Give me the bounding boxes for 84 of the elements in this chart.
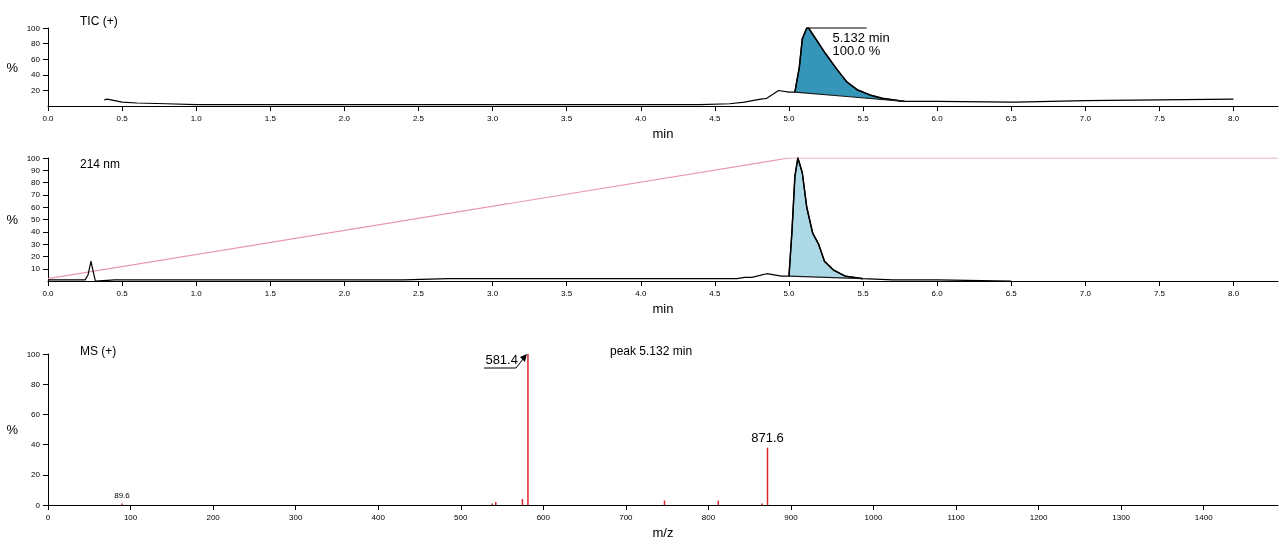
x-tick-label: 5.0: [783, 113, 796, 123]
x-tick-label: 0.5: [116, 113, 129, 123]
x-tick-label: 1200: [1029, 512, 1049, 522]
y-tick-label: 50: [31, 215, 41, 225]
y-tick-label: 80: [31, 178, 41, 188]
x-axis-title: min: [652, 301, 674, 316]
y-tick-label: 20: [31, 85, 41, 95]
x-tick-label: 2.5: [412, 113, 425, 123]
x-tick-label: 5.0: [783, 288, 796, 298]
x-tick-label: 4.5: [709, 113, 721, 123]
y-tick-label: 20: [31, 470, 41, 480]
y-tick-label: 60: [31, 202, 41, 212]
x-tick-label: 0.5: [116, 288, 129, 298]
y-tick-label: 30: [31, 239, 41, 249]
x-tick-label: 700: [619, 512, 634, 522]
x-tick-label: 4.0: [635, 113, 647, 123]
x-tick-label: 4.5: [709, 288, 721, 298]
y-axis-title: %: [6, 59, 19, 75]
y-tick-label: 20: [31, 251, 41, 261]
x-tick-label: 100: [123, 512, 138, 522]
y-tick-label: 10: [31, 264, 41, 274]
y-tick-label: 90: [31, 165, 41, 175]
x-tick-label: 8.0: [1227, 288, 1240, 298]
y-axis-title: %: [6, 422, 19, 438]
x-tick-label: 0.0: [42, 288, 55, 298]
x-tick-label: 7.0: [1079, 113, 1092, 123]
x-tick-label: 1.5: [264, 113, 277, 123]
y-tick-label: 40: [31, 440, 41, 450]
x-tick-label: 8.0: [1227, 113, 1240, 123]
x-tick-label: 4.0: [635, 288, 647, 298]
y-tick-label: 100: [26, 153, 41, 163]
x-tick-label: 1000: [864, 512, 883, 522]
x-tick-label: 500: [454, 512, 468, 522]
x-tick-label: 5.5: [857, 288, 870, 298]
x-tick-label: 2.0: [338, 288, 351, 298]
x-tick-label: 6.5: [1005, 113, 1018, 123]
x-tick-label: 3.5: [561, 113, 573, 123]
y-tick-label: 60: [31, 409, 41, 419]
y-tick-label: 100: [26, 23, 41, 33]
x-tick-label: 6.5: [1005, 288, 1018, 298]
annotation: 89.6: [114, 491, 131, 501]
chart-title: TIC (+): [80, 14, 118, 28]
y-tick-label: 40: [31, 227, 41, 237]
x-tick-label: 400: [371, 512, 386, 522]
x-tick-label: 7.5: [1153, 288, 1166, 298]
x-tick-label: 0.0: [42, 113, 55, 123]
x-tick-label: 2.5: [412, 288, 425, 298]
x-tick-label: 1100: [947, 512, 966, 522]
y-tick-label: 0: [35, 500, 41, 510]
x-tick-label: 5.5: [857, 113, 870, 123]
x-tick-label: 800: [701, 512, 716, 522]
x-tick-label: 300: [288, 512, 303, 522]
x-tick-label: 600: [536, 512, 551, 522]
chart-subtitle: peak 5.132 min: [610, 344, 693, 358]
annotation: 5.132 min 100.0 %: [832, 30, 890, 58]
x-tick-label: 7.5: [1153, 113, 1166, 123]
y-tick-label: 80: [31, 379, 41, 389]
x-tick-label: 3.5: [561, 288, 573, 298]
x-tick-label: 900: [784, 512, 799, 522]
x-tick-label: 2.0: [338, 113, 351, 123]
x-tick-label: 1400: [1194, 512, 1214, 522]
x-tick-label: 1300: [1112, 512, 1131, 522]
y-tick-label: 40: [31, 70, 41, 80]
y-tick-label: 100: [26, 349, 41, 359]
x-tick-label: 3.0: [487, 288, 499, 298]
x-tick-label: 7.0: [1079, 288, 1092, 298]
x-tick-label: 3.0: [487, 113, 499, 123]
x-tick-label: 1.0: [190, 113, 203, 123]
x-tick-label: 1.0: [190, 288, 203, 298]
annotation: 871.6: [751, 429, 784, 445]
x-tick-label: 6.0: [931, 113, 944, 123]
y-tick-label: 60: [31, 54, 41, 64]
y-axis-title: %: [6, 212, 19, 228]
x-tick-label: 1.5: [264, 288, 277, 298]
x-tick-label: 6.0: [931, 288, 944, 298]
x-tick-label: 0: [45, 512, 51, 522]
chart-title: MS (+): [80, 344, 117, 358]
chart-title: 214 nm: [80, 157, 121, 171]
x-axis-title: min: [652, 126, 674, 141]
y-tick-label: 80: [31, 39, 41, 49]
x-tick-label: 200: [206, 512, 221, 522]
y-tick-label: 70: [31, 190, 41, 200]
annotation: 581.4: [485, 352, 518, 367]
x-axis-title: m/z: [652, 525, 674, 540]
